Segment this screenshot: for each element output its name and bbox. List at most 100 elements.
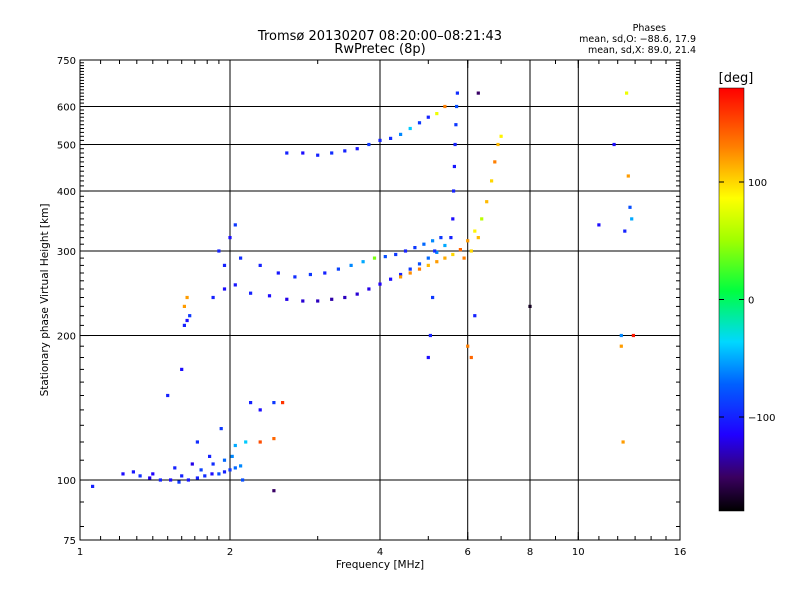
data-point (316, 153, 320, 157)
data-point (439, 236, 443, 240)
x-tick-label: 2 (227, 547, 233, 558)
data-point (431, 295, 435, 300)
x-tick-label: 8 (527, 547, 533, 558)
data-point (431, 239, 435, 243)
data-point (443, 243, 447, 248)
y-tick-label: 400 (57, 187, 76, 198)
data-point (493, 160, 497, 164)
data-point (195, 476, 199, 480)
data-point (217, 249, 221, 253)
x-tick-label: 10 (572, 547, 585, 558)
data-point (597, 223, 601, 227)
data-point (625, 91, 629, 95)
data-point (228, 468, 232, 472)
data-point (166, 393, 170, 398)
data-point (182, 304, 186, 308)
x-axis-label: Frequency [MHz] (336, 559, 424, 571)
colorbar-tick-label: −100 (748, 413, 775, 424)
data-point (323, 271, 327, 275)
data-point (452, 189, 456, 193)
data-point (383, 255, 387, 259)
data-point (239, 464, 243, 468)
y-tick-label: 75 (63, 536, 76, 547)
data-point (623, 229, 627, 233)
data-point (285, 151, 289, 155)
series-f-layer-o-trace (182, 91, 459, 327)
phases-o-stats: mean, sd,O: −88.6, 17.9 (579, 34, 696, 45)
data-point (301, 151, 305, 155)
data-point (285, 297, 289, 301)
y-tick-label: 300 (57, 247, 76, 258)
y-axis-label: Stationary phase Virtual Height [km] (39, 204, 51, 397)
data-point (228, 236, 232, 240)
data-point (476, 91, 480, 95)
data-point (190, 462, 194, 466)
data-point (281, 401, 285, 405)
data-point (219, 427, 223, 431)
data-point (131, 470, 135, 474)
data-point (399, 272, 403, 277)
data-point (177, 480, 181, 484)
data-point (258, 263, 262, 267)
x-tick-label: 16 (674, 547, 687, 558)
y-axis-ticks: 75 100 200 300 400 500 600 750 (57, 56, 680, 547)
data-point (480, 217, 484, 221)
data-point (528, 304, 532, 308)
series-f2-oblique-echoes (285, 104, 447, 157)
series-scattered-noise (426, 91, 635, 444)
data-point (276, 271, 280, 275)
colorbar-tick-label: 100 (748, 178, 767, 189)
data-point (408, 271, 412, 275)
data-point (389, 277, 393, 281)
data-point (433, 249, 437, 253)
data-point (453, 142, 457, 147)
x-tick-label: 1 (77, 547, 83, 558)
data-point (188, 314, 192, 318)
data-point (249, 291, 253, 295)
data-point (466, 239, 470, 243)
data-point (301, 299, 305, 303)
data-point (403, 249, 408, 253)
data-point (612, 142, 616, 147)
plot-grid (80, 60, 680, 540)
data-point (230, 454, 234, 458)
data-point (458, 248, 462, 252)
data-point (258, 408, 262, 412)
data-point (222, 263, 227, 267)
data-point (435, 260, 439, 264)
data-point (469, 355, 473, 360)
data-point (417, 262, 422, 266)
data-point (336, 267, 340, 271)
data-point (203, 474, 207, 478)
data-point (330, 151, 334, 155)
data-point (272, 401, 276, 405)
data-point (426, 256, 430, 260)
data-point (417, 121, 422, 125)
data-point (180, 474, 184, 478)
data-point (195, 440, 199, 444)
data-point (185, 318, 189, 323)
data-point (151, 472, 155, 476)
data-point (628, 205, 632, 209)
chart-title: Tromsø 20130207 08:20:00–08:21:43 (257, 29, 502, 44)
data-point (158, 478, 162, 482)
data-point (462, 256, 466, 260)
data-point (473, 314, 477, 318)
data-point (180, 367, 184, 371)
data-point (267, 294, 272, 298)
data-point (449, 236, 453, 240)
data-point (239, 256, 243, 260)
y-tick-label: 600 (57, 103, 76, 114)
data-point (272, 489, 276, 493)
y-tick-label: 100 (57, 476, 76, 487)
data-point (208, 454, 212, 458)
y-tick-label: 750 (57, 56, 76, 67)
data-point (293, 275, 297, 279)
colorbar-unit-label: [deg] (719, 71, 754, 86)
data-point (466, 344, 470, 348)
data-point (355, 147, 359, 151)
data-point (121, 472, 125, 476)
data-point (626, 174, 630, 178)
data-point (485, 200, 489, 204)
